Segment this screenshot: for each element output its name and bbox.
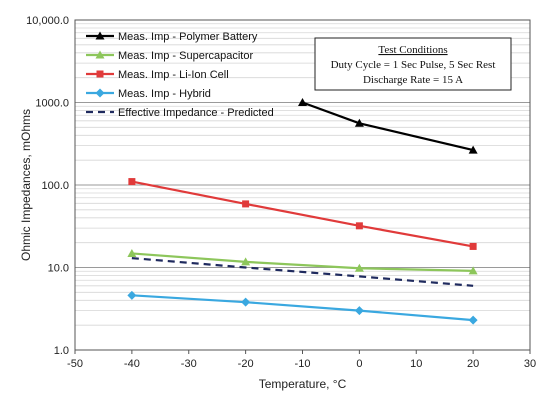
data-point — [96, 70, 104, 78]
test-conditions-line: Discharge Rate = 15 A — [363, 74, 463, 86]
legend-item: Meas. Imp - Supercapacitor — [86, 50, 253, 62]
y-axis-title: Ohmic Impedances, mOhms — [19, 109, 33, 261]
legend-item: Meas. Imp - Polymer Battery — [86, 31, 258, 43]
data-point — [127, 290, 137, 300]
y-tick-label: 1.0 — [54, 345, 69, 357]
x-tick-label: 20 — [467, 358, 479, 370]
legend: Meas. Imp - Polymer Battery Meas. Imp - S… — [86, 31, 274, 119]
series — [131, 257, 474, 287]
data-point — [241, 297, 251, 307]
series-line — [131, 257, 474, 287]
series-layer — [127, 98, 478, 325]
series-line — [131, 180, 474, 248]
y-tick-label: 100.0 — [41, 180, 69, 192]
x-tick-label: -20 — [238, 358, 254, 370]
y-tick-label: 1000.0 — [35, 98, 69, 110]
series-line — [131, 252, 474, 272]
x-tick-label: -50 — [67, 358, 83, 370]
x-tick-label: -40 — [124, 358, 140, 370]
test-conditions-line: Duty Cycle = 1 Sec Pulse, 5 Sec Rest — [331, 59, 496, 71]
legend-label: Meas. Imp - Hybrid — [118, 88, 211, 100]
x-tick-label: 0 — [356, 358, 362, 370]
data-point — [241, 257, 251, 266]
data-point — [468, 145, 478, 154]
series-line — [302, 101, 474, 152]
series — [127, 248, 478, 275]
legend-label: Meas. Imp - Li-Ion Cell — [118, 69, 229, 81]
data-point — [468, 315, 478, 325]
data-point — [354, 263, 364, 272]
x-tick-label: -10 — [295, 358, 311, 370]
x-tick-label: 30 — [524, 358, 536, 370]
data-point — [128, 178, 136, 186]
legend-label: Meas. Imp - Supercapacitor — [118, 50, 253, 62]
data-point — [95, 50, 105, 59]
data-point — [355, 222, 363, 230]
data-point — [127, 248, 137, 257]
x-axis-title: Temperature, °C — [259, 377, 347, 391]
data-point — [354, 118, 364, 127]
data-point — [298, 98, 307, 106]
series — [128, 178, 477, 250]
legend-label: Effective Impedance - Predicted — [118, 107, 274, 119]
test-conditions-title: Test Conditions — [378, 44, 447, 56]
x-axis-ticks: -50 -40 -30 -20 -10 0 10 20 30 — [67, 350, 536, 370]
legend-item: Effective Impedance - Predicted — [86, 107, 274, 119]
legend-item: Meas. Imp - Li-Ion Cell — [86, 69, 229, 81]
data-point — [95, 88, 105, 98]
data-point — [242, 200, 250, 208]
series-line — [131, 294, 474, 322]
series — [127, 290, 478, 325]
legend-item: Meas. Imp - Hybrid — [86, 88, 211, 100]
y-tick-label: 10.0 — [48, 263, 69, 275]
data-point — [354, 306, 364, 316]
data-point — [469, 242, 477, 250]
x-tick-label: 10 — [410, 358, 422, 370]
data-point — [95, 31, 105, 40]
y-axis-ticks: 1.0 10.0 100.0 1000.0 10,000.0 — [26, 15, 69, 357]
legend-label: Meas. Imp - Polymer Battery — [118, 31, 258, 43]
y-tick-label: 10,000.0 — [26, 15, 69, 27]
data-point — [468, 266, 478, 275]
x-tick-label: -30 — [181, 358, 197, 370]
series — [298, 98, 478, 154]
test-conditions-box: Test Conditions Duty Cycle = 1 Sec Pulse… — [314, 37, 512, 91]
